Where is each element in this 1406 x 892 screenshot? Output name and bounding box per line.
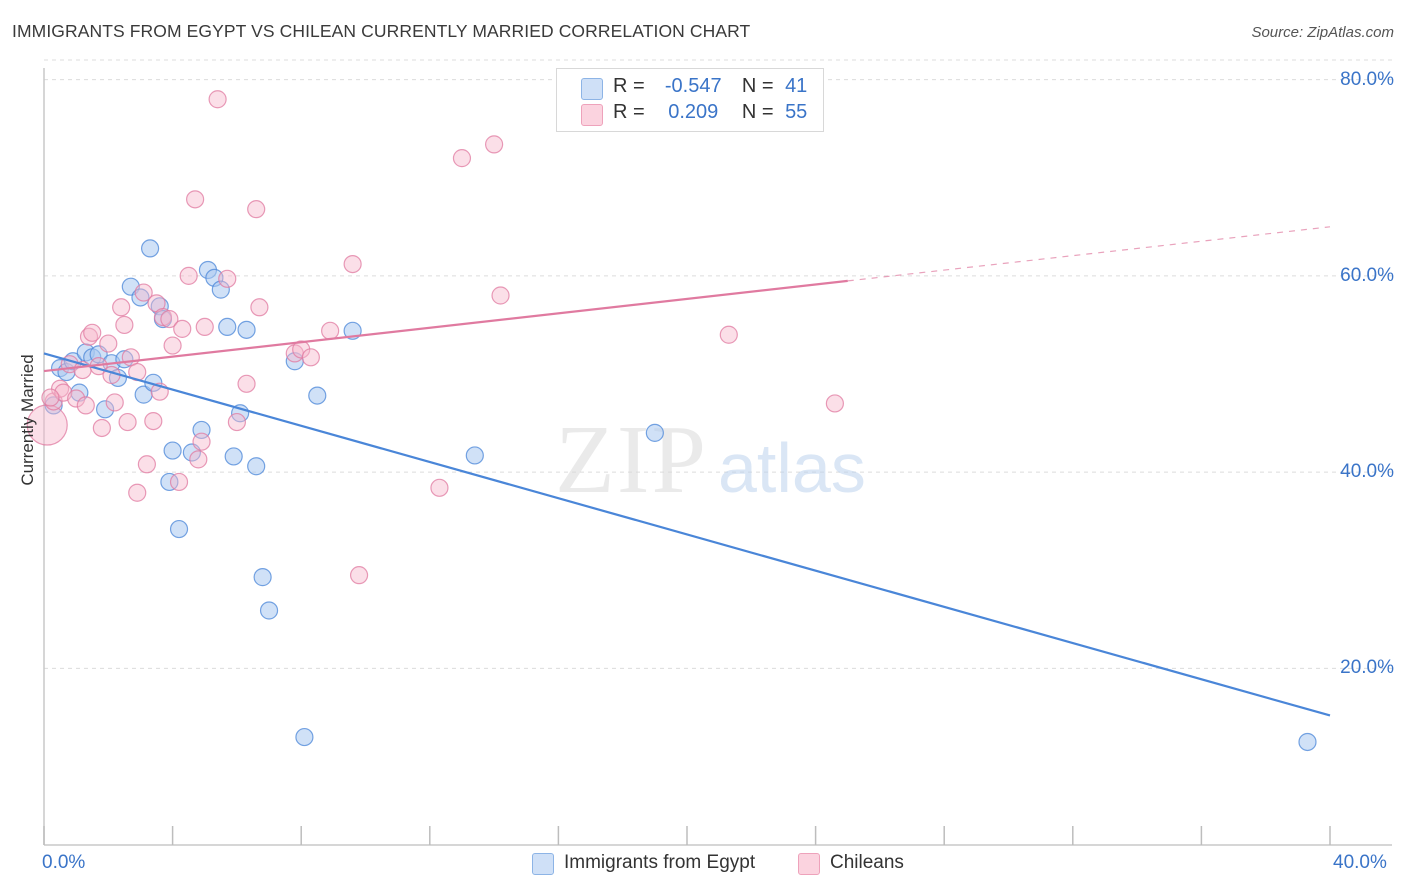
- egypt-point: [211, 280, 230, 299]
- chileans-point: [99, 334, 118, 353]
- egypt-point: [1298, 732, 1317, 752]
- legend-n-label: N =: [741, 75, 774, 97]
- y-tick-label: 40.0%: [1340, 461, 1394, 483]
- egypt-point: [247, 457, 266, 476]
- bottom-legend-label-egypt: Immigrants from Egypt: [564, 852, 756, 873]
- egypt-point: [237, 320, 256, 339]
- series-egypt-points: [44, 239, 1317, 752]
- bottom-legend-swatch-chileans: [798, 853, 820, 875]
- chileans-point: [452, 149, 472, 168]
- chileans-point: [227, 412, 246, 432]
- trend-line-chileans: [43, 279, 848, 373]
- watermark-atlas: atlas: [718, 429, 866, 507]
- chileans-point: [250, 298, 269, 317]
- legend-n-value: 55: [785, 101, 808, 123]
- chileans-point: [179, 266, 198, 285]
- chileans-point: [128, 483, 147, 502]
- egypt-point: [465, 446, 484, 465]
- chileans-point: [144, 412, 163, 431]
- chileans-point: [195, 317, 214, 336]
- egypt-point: [218, 317, 237, 336]
- legend-r-label: R =: [613, 75, 645, 97]
- axes: [43, 68, 1392, 846]
- source-label: Source: ZipAtlas.com: [1251, 24, 1394, 41]
- chileans-point: [719, 325, 738, 344]
- egypt-point: [253, 568, 272, 587]
- egypt-point: [295, 727, 314, 747]
- chileans-point: [301, 348, 320, 367]
- egypt-point: [160, 472, 179, 492]
- y-tick-label: 20.0%: [1340, 657, 1394, 679]
- grid-lines: [44, 59, 1392, 669]
- chileans-point: [160, 309, 179, 329]
- chileans-point: [189, 450, 208, 469]
- chileans-point: [105, 393, 124, 412]
- egypt-point: [308, 386, 327, 405]
- chileans-point: [825, 394, 844, 413]
- egypt-point: [259, 601, 279, 620]
- chileans-point: [192, 432, 211, 451]
- egypt-point: [224, 447, 243, 466]
- legend-r-label: R =: [613, 101, 645, 123]
- chileans-point: [83, 323, 102, 342]
- bottom-legend-swatch-egypt: [532, 853, 554, 875]
- chileans-point: [430, 478, 449, 497]
- chileans-point: [186, 190, 205, 209]
- legend-r-value: 0.209: [668, 101, 719, 123]
- watermark-zip: ZIP: [555, 406, 708, 514]
- series-chileans-points: [26, 90, 844, 585]
- chileans-point: [112, 298, 131, 317]
- chileans-point: [41, 388, 60, 407]
- chileans-point: [137, 455, 156, 474]
- trend-line-egypt: [43, 352, 1331, 717]
- chileans-point: [485, 135, 504, 154]
- y-tick-label: 80.0%: [1340, 68, 1394, 90]
- chileans-point: [76, 396, 95, 415]
- chileans-point: [349, 566, 369, 585]
- chileans-point: [237, 374, 256, 393]
- legend-r-value: -0.547: [664, 75, 722, 97]
- trend-line-chileans-extrapolated: [847, 226, 1331, 282]
- chileans-point: [218, 269, 237, 288]
- chileans-point: [247, 200, 266, 219]
- legend-swatch-chileans: [581, 104, 603, 126]
- egypt-point: [140, 239, 160, 258]
- legend-n-label: N =: [741, 101, 774, 123]
- egypt-point: [131, 288, 150, 307]
- chileans-point: [163, 336, 182, 355]
- chileans-point: [321, 321, 340, 340]
- chart-title: IMMIGRANTS FROM EGYPT VS CHILEAN CURRENT…: [12, 21, 751, 41]
- bottom-legend-label-chileans: Chileans: [830, 852, 904, 873]
- legend-swatch-egypt: [581, 78, 603, 100]
- chileans-point: [343, 255, 362, 274]
- stats-legend: R = -0.547 N = 41 R = 0.209 N = 55: [556, 68, 824, 132]
- watermark: ZIP atlas: [555, 406, 866, 514]
- chileans-point: [491, 286, 510, 305]
- egypt-point: [95, 400, 115, 419]
- chileans-point: [153, 307, 173, 327]
- chileans-point: [92, 418, 111, 438]
- egypt-point: [163, 441, 182, 460]
- chileans-point: [173, 319, 192, 338]
- y-tick-label: 60.0%: [1340, 264, 1394, 286]
- egypt-point: [645, 423, 664, 442]
- chileans-point: [208, 90, 227, 109]
- x-tick-max: 40.0%: [1333, 852, 1387, 873]
- chileans-point: [118, 412, 137, 432]
- y-axis-label: Currently Married: [18, 354, 37, 486]
- chileans-point: [169, 472, 189, 492]
- chileans-point: [115, 315, 134, 335]
- chileans-point: [67, 389, 86, 408]
- chileans-point: [134, 283, 153, 302]
- legend-n-value: 41: [785, 75, 808, 97]
- x-tick-min: 0.0%: [42, 852, 86, 873]
- egypt-point: [169, 519, 189, 539]
- trend-lines: [43, 226, 1331, 717]
